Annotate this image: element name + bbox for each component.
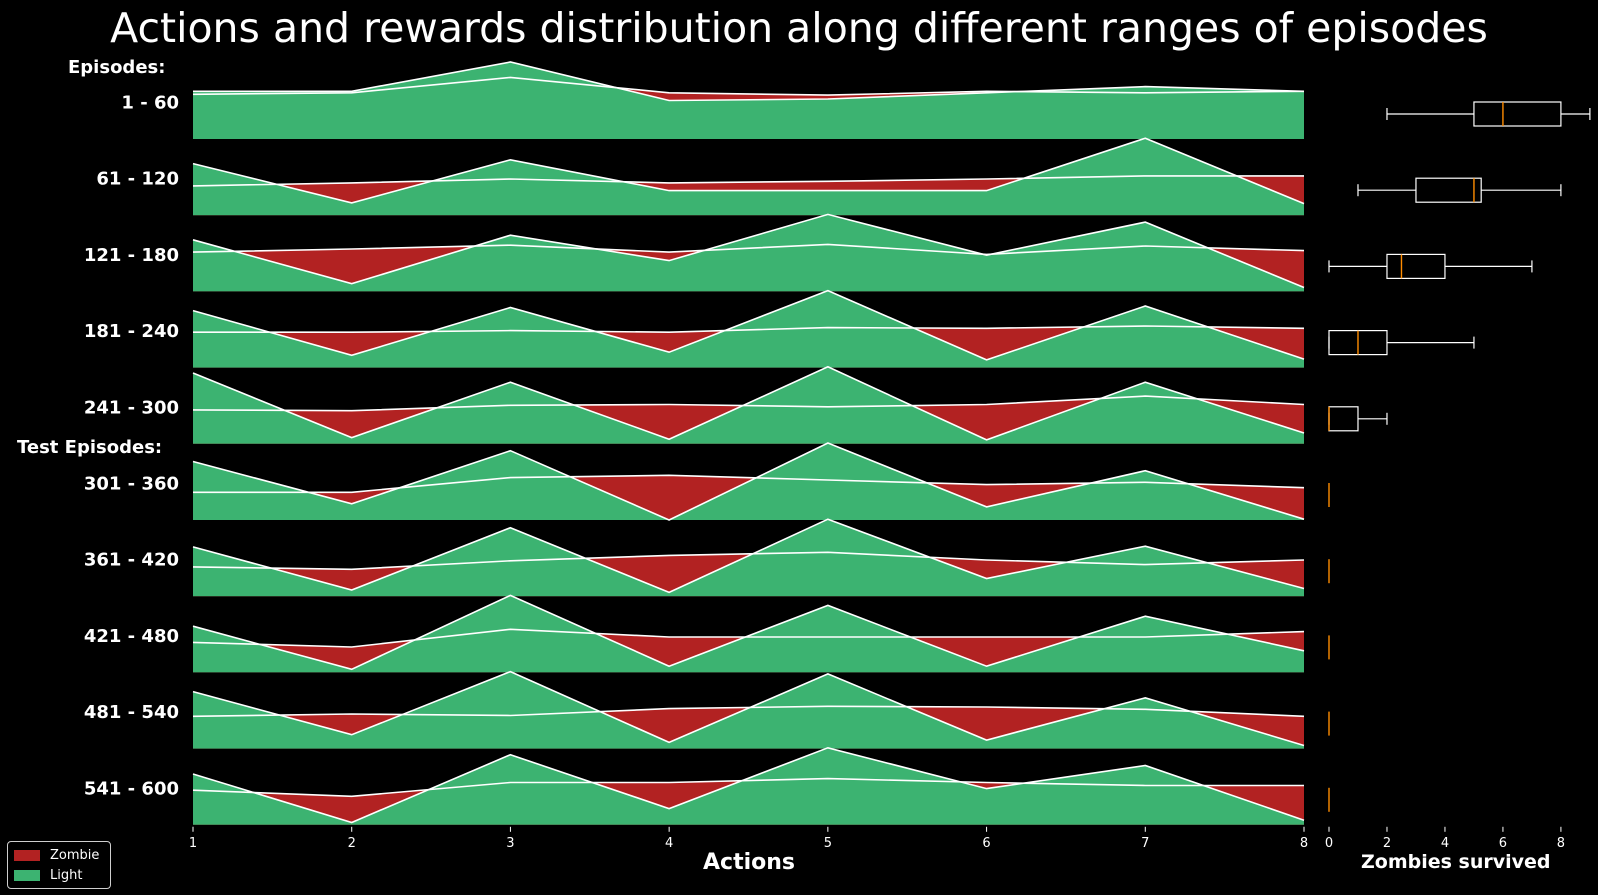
light-line-541-600 bbox=[192, 746, 1305, 824]
x-tick-label: 3 bbox=[506, 836, 514, 851]
x-tick-label: 6 bbox=[982, 836, 990, 851]
box-iqr bbox=[1415, 177, 1482, 203]
legend-label-light: Light bbox=[50, 867, 83, 883]
zombie-line-181-240 bbox=[193, 325, 1305, 334]
x-axis-label-actions: Actions bbox=[703, 850, 795, 875]
box-x-tick-label: 6 bbox=[1499, 836, 1507, 851]
light-line-361-420 bbox=[192, 518, 1305, 594]
ridge-label: 361 - 420 bbox=[84, 550, 179, 571]
box-iqr bbox=[1386, 253, 1446, 279]
light-line-1-60 bbox=[193, 61, 1305, 102]
light-area-121-180 bbox=[193, 214, 1304, 292]
zombie-line-61-120 bbox=[192, 175, 1304, 187]
episodes-section-label: Episodes: bbox=[68, 57, 166, 78]
legend-item-light: Light bbox=[14, 866, 82, 884]
ridge-label: 181 - 240 bbox=[84, 321, 179, 342]
x-tick-label: 5 bbox=[824, 836, 832, 851]
ridge-label: 121 - 180 bbox=[84, 245, 179, 266]
ridge-label: 1 - 60 bbox=[121, 93, 179, 114]
x-axis-label-zombies-survived: Zombies survived bbox=[1361, 851, 1551, 873]
chart-title: Actions and rewards distribution along d… bbox=[110, 4, 1488, 52]
x-tick-label: 2 bbox=[348, 836, 356, 851]
legend-swatch-light bbox=[14, 869, 40, 881]
zombie-line-301-360 bbox=[193, 474, 1305, 494]
box-x-tick-label: 8 bbox=[1557, 836, 1565, 851]
box-x-tick-label: 0 bbox=[1325, 836, 1333, 851]
zombie-line-241-300 bbox=[192, 395, 1305, 412]
ridge-label: 301 - 360 bbox=[84, 474, 179, 495]
x-tick-label: 7 bbox=[1141, 836, 1149, 851]
box-x-tick-label: 2 bbox=[1383, 836, 1391, 851]
legend: Zombie Light bbox=[7, 841, 111, 889]
zombie-line-1-60 bbox=[192, 76, 1305, 96]
legend-swatch-zombie bbox=[14, 849, 40, 861]
zombie-line-541-600 bbox=[192, 777, 1304, 798]
ridge-label: 241 - 300 bbox=[84, 397, 179, 418]
zombie-line-121-180 bbox=[192, 243, 1305, 256]
box-iqr bbox=[1473, 101, 1562, 127]
ridge-label: 481 - 540 bbox=[84, 702, 179, 723]
x-tick-label: 1 bbox=[189, 836, 197, 851]
light-area-61-120 bbox=[193, 138, 1304, 216]
light-line-301-360 bbox=[192, 442, 1305, 521]
light-area-541-600 bbox=[193, 747, 1304, 825]
light-line-421-480 bbox=[192, 594, 1305, 671]
x-tick-label: 4 bbox=[665, 836, 673, 851]
legend-label-zombie: Zombie bbox=[50, 847, 100, 863]
light-area-481-540 bbox=[193, 671, 1304, 749]
x-tick-label: 8 bbox=[1300, 836, 1308, 851]
ridge-label: 61 - 120 bbox=[96, 169, 179, 190]
zombie-line-421-480 bbox=[192, 628, 1305, 648]
light-line-241-300 bbox=[192, 365, 1305, 441]
legend-item-zombie: Zombie bbox=[14, 846, 99, 864]
box-iqr bbox=[1328, 406, 1359, 432]
light-line-481-540 bbox=[192, 670, 1305, 747]
ridge-label: 541 - 600 bbox=[84, 778, 179, 799]
zombie-line-361-420 bbox=[192, 551, 1305, 571]
light-line-121-180 bbox=[192, 213, 1305, 289]
test-episodes-section-label: Test Episodes: bbox=[17, 437, 163, 458]
ridge-label: 421 - 480 bbox=[84, 626, 179, 647]
box-x-tick-label: 4 bbox=[1441, 836, 1449, 851]
light-line-61-120 bbox=[192, 137, 1305, 205]
light-line-181-240 bbox=[192, 289, 1305, 361]
light-area-361-420 bbox=[193, 519, 1304, 597]
